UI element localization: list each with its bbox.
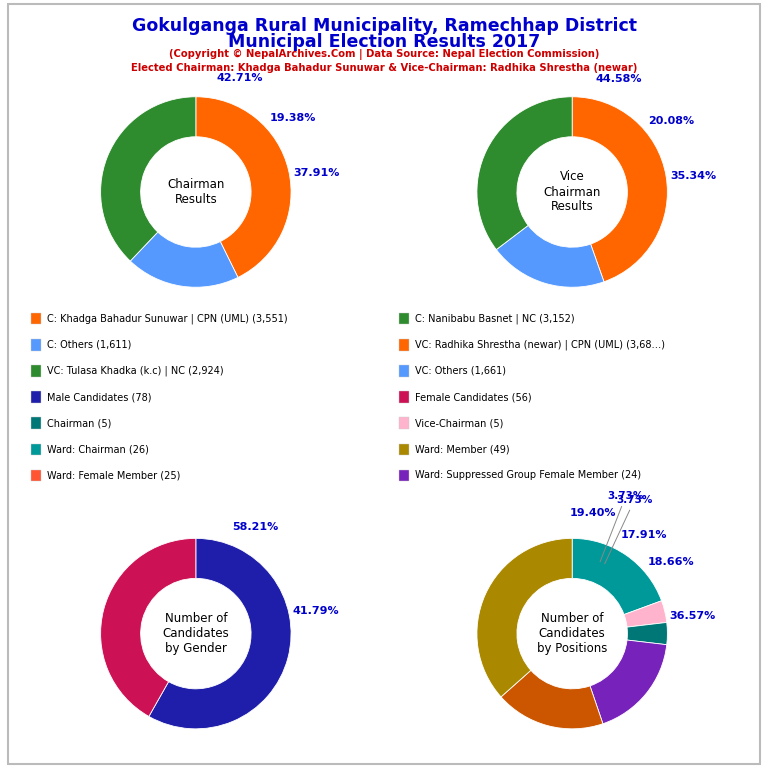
Wedge shape xyxy=(496,226,604,287)
Text: (Copyright © NepalArchives.Com | Data Source: Nepal Election Commission): (Copyright © NepalArchives.Com | Data So… xyxy=(169,49,599,60)
Text: C: Others (1,611): C: Others (1,611) xyxy=(47,339,131,350)
Text: 3.73%: 3.73% xyxy=(600,491,644,561)
Text: Elected Chairman: Khadga Bahadur Sunuwar & Vice-Chairman: Radhika Shrestha (newa: Elected Chairman: Khadga Bahadur Sunuwar… xyxy=(131,63,637,73)
Text: 3.73%: 3.73% xyxy=(604,495,653,564)
Text: 42.71%: 42.71% xyxy=(217,74,263,84)
Text: C: Khadga Bahadur Sunuwar | CPN (UML) (3,551): C: Khadga Bahadur Sunuwar | CPN (UML) (3… xyxy=(47,313,287,324)
Text: VC: Radhika Shrestha (newar) | CPN (UML) (3,68…): VC: Radhika Shrestha (newar) | CPN (UML)… xyxy=(415,339,666,350)
Wedge shape xyxy=(196,97,291,277)
Text: Number of
Candidates
by Positions: Number of Candidates by Positions xyxy=(537,612,607,655)
Text: Chairman (5): Chairman (5) xyxy=(47,418,111,429)
Text: Chairman
Results: Chairman Results xyxy=(167,178,224,206)
Text: 19.40%: 19.40% xyxy=(569,508,616,518)
Text: Number of
Candidates
by Gender: Number of Candidates by Gender xyxy=(163,612,229,655)
Text: 19.38%: 19.38% xyxy=(270,113,316,123)
Wedge shape xyxy=(627,622,667,644)
Text: Vice-Chairman (5): Vice-Chairman (5) xyxy=(415,418,504,429)
Text: Ward: Member (49): Ward: Member (49) xyxy=(415,444,510,455)
Text: 17.91%: 17.91% xyxy=(621,530,667,540)
Text: C: Nanibabu Basnet | NC (3,152): C: Nanibabu Basnet | NC (3,152) xyxy=(415,313,575,324)
Text: 18.66%: 18.66% xyxy=(647,557,694,567)
Text: 37.91%: 37.91% xyxy=(293,168,339,178)
Text: Ward: Suppressed Group Female Member (24): Ward: Suppressed Group Female Member (24… xyxy=(415,470,641,481)
Text: Gokulganga Rural Municipality, Ramechhap District: Gokulganga Rural Municipality, Ramechhap… xyxy=(131,17,637,35)
Text: 20.08%: 20.08% xyxy=(648,117,694,127)
Wedge shape xyxy=(149,538,291,729)
Wedge shape xyxy=(501,670,603,729)
Wedge shape xyxy=(624,601,667,627)
Wedge shape xyxy=(477,97,572,250)
Wedge shape xyxy=(101,538,196,717)
Text: Municipal Election Results 2017: Municipal Election Results 2017 xyxy=(228,33,540,51)
Text: 58.21%: 58.21% xyxy=(232,522,278,532)
Wedge shape xyxy=(572,538,661,614)
Wedge shape xyxy=(477,538,572,697)
Wedge shape xyxy=(131,232,238,287)
Wedge shape xyxy=(590,640,667,723)
Text: VC: Others (1,661): VC: Others (1,661) xyxy=(415,366,506,376)
Wedge shape xyxy=(572,97,667,282)
Text: 35.34%: 35.34% xyxy=(670,170,716,180)
Text: 44.58%: 44.58% xyxy=(595,74,641,84)
Text: Male Candidates (78): Male Candidates (78) xyxy=(47,392,151,402)
Text: 36.57%: 36.57% xyxy=(670,611,716,621)
Text: VC: Tulasa Khadka (k.c) | NC (2,924): VC: Tulasa Khadka (k.c) | NC (2,924) xyxy=(47,366,223,376)
Wedge shape xyxy=(101,97,196,261)
Text: 41.79%: 41.79% xyxy=(293,605,339,616)
Text: Ward: Chairman (26): Ward: Chairman (26) xyxy=(47,444,149,455)
Text: Vice
Chairman
Results: Vice Chairman Results xyxy=(544,170,601,214)
Text: Female Candidates (56): Female Candidates (56) xyxy=(415,392,532,402)
Text: Ward: Female Member (25): Ward: Female Member (25) xyxy=(47,470,180,481)
